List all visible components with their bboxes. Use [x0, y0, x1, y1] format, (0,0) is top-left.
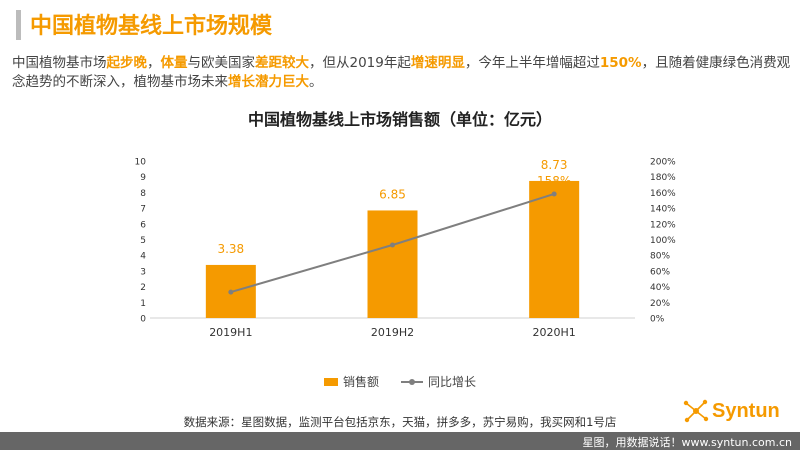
y-right-tick-label: 180% — [650, 173, 676, 183]
intro-text: ，但从2019年起 — [309, 55, 411, 71]
y-right-tick-label: 20% — [650, 299, 670, 309]
title-accent-bar — [16, 10, 21, 40]
legend-item-growth: 同比增长 — [401, 373, 476, 390]
intro-text: ， — [147, 55, 161, 71]
y-right-tick-label: 0% — [650, 315, 665, 325]
y-left-tick-label: 1 — [140, 299, 146, 309]
x-tick-label: 2019H2 — [371, 326, 414, 339]
growth-data-label: 158% — [537, 174, 571, 188]
growth-data-label: 33% — [217, 272, 244, 286]
intro-highlight: 体量 — [160, 55, 188, 71]
y-left-tick-label: 7 — [140, 205, 146, 215]
y-left-tick-label: 3 — [140, 267, 146, 277]
chart-title: 中国植物基线上市场销售额（单位：亿元） — [247, 110, 552, 129]
intro-text: 与欧美国家 — [187, 55, 256, 71]
y-right-tick-label: 80% — [650, 252, 670, 262]
footer-text: 星图，用数据说话！www.syntun.com.cn — [582, 436, 792, 449]
legend-bar-swatch — [323, 377, 338, 386]
y-left-tick-label: 5 — [140, 236, 146, 246]
page-title: 中国植物基线上市场规模 — [30, 14, 273, 39]
y-right-tick-label: 120% — [650, 220, 676, 230]
y-left-tick-label: 8 — [140, 189, 146, 199]
footer-bar: 星图，用数据说话！www.syntun.com.cn — [0, 432, 800, 450]
legend-label-sales: 销售额 — [342, 375, 379, 389]
bar-sales — [367, 210, 418, 318]
chart-legend: 销售额 同比增长 — [0, 373, 800, 390]
y-left-tick-label: 10 — [135, 158, 147, 168]
growth-point — [551, 191, 557, 197]
intro-text: 。 — [309, 74, 323, 90]
intro-text: ，且随着健康绿色消费观念趋势的不断深入，植物基市场未来 — [12, 55, 791, 90]
y-left-tick-label: 4 — [140, 252, 146, 262]
y-left-tick-label: 9 — [140, 173, 146, 183]
intro-highlight: 差距较大 — [255, 55, 309, 71]
x-tick-label: 2019H1 — [209, 326, 252, 339]
intro-highlight: 起步晚 — [106, 55, 148, 71]
legend-line-swatch — [401, 378, 423, 385]
y-left-tick-label: 6 — [140, 220, 146, 230]
intro-highlight: 增速明显 — [410, 55, 465, 71]
y-right-tick-label: 200% — [650, 158, 676, 168]
logo-text: Syntun — [712, 399, 780, 422]
y-right-tick-label: 40% — [650, 283, 670, 293]
bar-data-label: 3.38 — [217, 242, 244, 256]
y-left-tick-label: 0 — [140, 315, 146, 325]
bar-data-label: 6.85 — [379, 187, 406, 201]
syntun-logo-icon — [683, 399, 709, 423]
y-right-tick-label: 100% — [650, 236, 676, 246]
intro-text: 中国植物基市场 — [12, 55, 107, 71]
growth-data-label: 93% — [379, 225, 406, 239]
y-right-tick-label: 60% — [650, 267, 670, 277]
intro-highlight: 增长潜力巨大 — [228, 74, 309, 90]
data-source-note: 数据来源：星图数据，监测平台包括京东，天猫，拼多多，苏宁易购，我买网和1号店 — [183, 415, 617, 429]
bar-sales — [529, 180, 580, 318]
y-right-tick-label: 160% — [650, 189, 676, 199]
syntun-logo: Syntun — [682, 398, 780, 424]
growth-point — [228, 289, 234, 295]
intro-highlight: 150% — [599, 55, 642, 71]
y-right-tick-label: 140% — [650, 205, 676, 215]
intro-paragraph: 中国植物基市场起步晚，体量与欧美国家差距较大，但从2019年起增速明显，今年上半… — [12, 54, 794, 92]
bar-data-label: 8.73 — [541, 158, 568, 172]
growth-point — [390, 242, 395, 248]
y-left-tick-label: 2 — [140, 283, 146, 293]
legend-item-sales: 销售额 — [323, 373, 379, 390]
x-tick-label: 2020H1 — [533, 326, 576, 339]
intro-text: ，今年上半年增幅超过 — [464, 55, 600, 71]
legend-label-growth: 同比增长 — [428, 375, 477, 389]
